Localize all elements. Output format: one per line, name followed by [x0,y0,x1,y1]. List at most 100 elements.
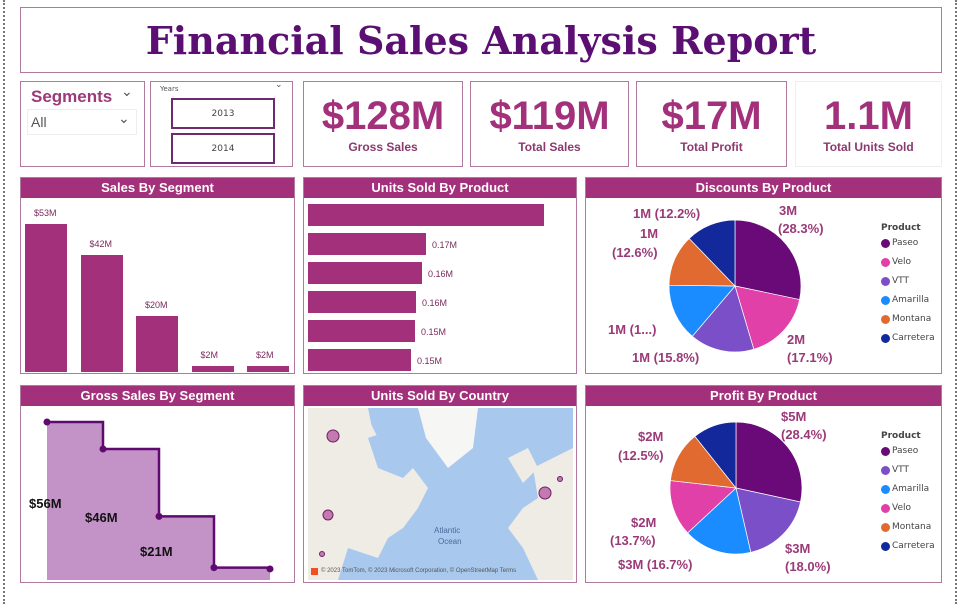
bar[interactable] [308,320,415,342]
legend-dot-icon [881,465,890,475]
bar[interactable] [25,224,67,372]
kpi-total-units-sold: 1.1M Total Units Sold [795,81,942,167]
legend-title: Product [881,431,921,441]
years-slicer[interactable]: Years ⌄ 2013 2014 [150,80,293,167]
pie-slice-velo[interactable] [669,480,737,534]
legend-item-velo[interactable]: Velo [881,503,911,513]
bar[interactable] [308,349,411,371]
legend-item-vtt[interactable]: VTT [881,276,909,286]
pie-data-label: 2M [787,332,806,347]
pie-slice-velo[interactable] [734,285,801,350]
legend-dot-icon [881,541,890,551]
data-point[interactable] [266,565,274,573]
pie-data-label: (12.6%) [612,245,658,260]
pie-slice-paseo[interactable] [734,219,802,301]
chevron-down-icon[interactable]: ⌄ [121,84,133,100]
legend-item-paseo[interactable]: Paseo [881,446,918,456]
area-data-label: $21M [140,544,173,559]
legend-item-vtt[interactable]: VTT [881,465,909,475]
units-sold-by-product-chart[interactable]: Units Sold By Product 0.17M 0.16M 0.16M 0.1… [303,177,577,374]
bar[interactable] [191,366,234,372]
pie-slice-amarilla[interactable] [668,284,736,337]
legend-label: Amarilla [892,295,930,305]
page-title: Financial Sales Analysis Report [20,7,942,73]
bar[interactable] [308,204,544,226]
kpi-label: Total Sales [518,140,581,154]
gross-sales-by-segment-chart[interactable]: Gross Sales By Segment $56M $46M $21M [20,385,295,583]
pie-slice-vtt[interactable] [691,285,755,353]
data-point[interactable] [99,445,107,453]
segments-slicer[interactable]: Segments ⌄ All ⌄ [20,81,145,167]
legend-label: Montana [892,314,932,324]
data-point[interactable] [210,564,218,572]
map-attribution[interactable]: © 2023 TomTom, © 2023 Microsoft Corporat… [321,568,517,574]
pie-slice-paseo[interactable] [735,421,803,503]
kpi-label: Total Profit [680,140,743,154]
pie-data-label: (17.1%) [787,350,833,365]
pie-data-label: (28.4%) [781,427,827,442]
map-land-greenland [418,408,478,468]
data-point[interactable] [43,418,51,426]
data-point[interactable] [155,512,163,520]
legend-item-velo[interactable]: Velo [881,257,911,267]
bar[interactable] [136,316,178,372]
legend-label: Velo [892,503,912,513]
legend-item-carretera[interactable]: Carretera [881,541,935,551]
legend-item-amarilla[interactable]: Amarilla [881,295,929,305]
kpi-value: 1.1M [824,94,913,138]
area-data-label: $56M [29,496,62,511]
country-bubble [319,551,325,557]
legend-label: VTT [892,276,909,286]
legend-dot-icon [881,333,890,343]
legend-label: Carretera [892,333,935,343]
area-data-label: $46M [85,510,118,525]
kpi-label: Total Units Sold [823,140,914,154]
pie-slice-amarilla[interactable] [687,487,752,555]
kpi-value: $17M [661,94,762,138]
pie-slice-vtt[interactable] [735,487,801,553]
pie-data-label: 1M (12.2%) [633,206,701,221]
map-canvas[interactable] [308,408,573,580]
pie-data-label: 1M (1...) [608,322,657,337]
bar[interactable] [308,291,416,313]
segments-dropdown[interactable]: All ⌄ [27,109,137,135]
legend-title: Product [881,223,921,233]
pie-data-label: $3M [785,541,811,556]
units-sold-by-country-map[interactable]: Units Sold By Country Atlantic Ocean © 2… [303,385,577,583]
bar-data-label: $20M [145,300,168,311]
years-label: Years [160,85,179,93]
kpi-total-profit: $17M Total Profit [636,81,787,167]
year-option-2013[interactable]: 2013 [171,98,275,129]
legend-label: Paseo [892,446,919,456]
kpi-value: $128M [321,94,445,138]
pie-data-label: $2M [638,429,664,444]
legend-item-montana[interactable]: Montana [881,522,931,532]
profit-by-product-chart[interactable]: Profit By Product $5M (28.4%) $3M (18.0%) $3… [585,385,942,583]
country-bubble [557,476,563,482]
bar[interactable] [308,233,426,255]
bar[interactable] [308,262,422,284]
microsoft-logo [311,568,318,575]
discounts-by-product-chart[interactable]: Discounts By Product 3M (28.3%) 2M (17.1%) 1… [585,177,942,374]
legend-label: Montana [892,522,932,532]
legend-item-paseo[interactable]: Paseo [881,238,918,248]
sales-by-segment-chart[interactable]: Sales By Segment $53M $42M $20M $2M $2M [20,177,295,374]
pie-slice-carretera[interactable] [694,421,737,490]
legend-dot-icon [881,314,890,324]
bar[interactable] [247,366,289,372]
step-area [43,418,274,580]
legend-label: VTT [892,465,909,475]
legend-dot-icon [881,484,890,494]
legend-item-amarilla[interactable]: Amarilla [881,484,929,494]
kpi-label: Gross Sales [348,140,418,154]
chart-title: Gross Sales By Segment [21,386,294,406]
chevron-down-icon[interactable]: ⌄ [275,80,283,90]
bar-data-label: 0.16M [422,298,448,308]
year-option-2014[interactable]: 2014 [171,133,275,164]
country-bubble [322,509,334,521]
chevron-down-icon: ⌄ [118,110,130,126]
legend-item-carretera[interactable]: Carretera [881,333,935,343]
legend-item-montana[interactable]: Montana [881,314,931,324]
bar[interactable] [80,254,123,372]
pie-slice-carretera[interactable] [688,219,736,287]
